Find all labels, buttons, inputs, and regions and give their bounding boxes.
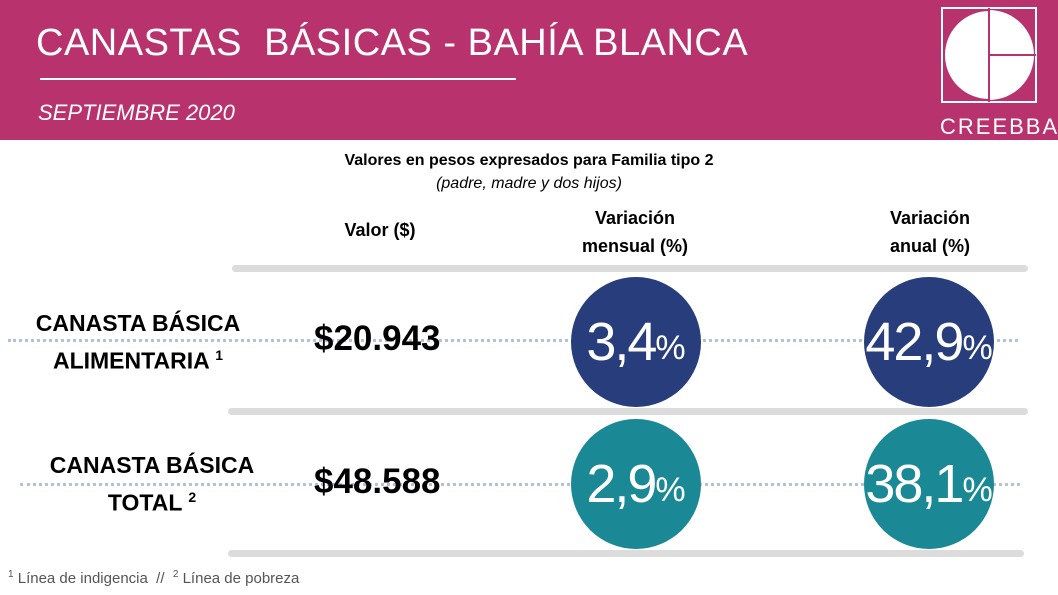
column-header-anual: Variación anual (%) [850,204,1010,260]
column-header-anual-line1: Variación [889,208,971,228]
circle-anual-total: 38,1% [864,419,994,549]
circle-mensual-total: 2,9% [571,419,701,549]
page-subtitle: SEPTIEMBRE 2020 [38,100,235,125]
row-label-total: CANASTA BÁSICA TOTAL 2 [24,449,280,519]
column-header-valor: Valor ($) [300,216,460,244]
row-guide-alimentaria [8,339,1018,342]
percent-sign: % [655,328,686,367]
title-underline [40,78,516,80]
footnote-text-1: Línea de indigencia [13,570,148,587]
footnote-marker-1: 1 [215,347,224,363]
circle-mensual-alimentaria: 3,4% [571,277,701,407]
anual-alimentaria-value: 42,9 [865,312,964,372]
logo-text: CREEBBA [940,114,1058,139]
circle-anual-alimentaria: 42,9% [864,277,994,407]
footnote-marker-2: 2 [188,489,197,505]
row-label-total-line2: TOTAL 2 [24,481,280,519]
mensual-alimentaria-value: 3,4 [586,312,657,372]
creebba-logo-icon [941,7,1037,103]
footnote-text-2: Línea de pobreza [178,570,300,587]
footnote-separator: // [147,570,173,587]
row-label-alimentaria: CANASTA BÁSICA ALIMENTARIA 1 [10,307,266,377]
divider-bottom [228,550,1024,557]
mensual-total-value: 2,9 [586,454,657,514]
percent-sign: % [655,470,686,509]
footnote-sup-2: 2 [172,569,179,580]
creebba-logo: CREEBBA [940,6,1058,140]
footnote: 1 Línea de indigencia // 2 Línea de pobr… [8,569,299,587]
page-title: CANASTAS BÁSICAS - BAHÍA BLANCA [36,22,749,64]
header-banner: CANASTAS BÁSICAS - BAHÍA BLANCA SEPTIEMB… [0,0,1058,140]
divider-middle [228,408,1028,415]
units-note: Valores en pesos expresados para Familia… [344,152,714,169]
column-header-mensual: Variación mensual (%) [555,204,715,260]
anual-total-value: 38,1 [865,454,964,514]
row-label-alimentaria-line2: ALIMENTARIA 1 [10,339,266,377]
percent-sign: % [962,470,993,509]
value-alimentaria: $20.943 [314,319,441,358]
row-guide-total [20,483,1020,486]
percent-sign: % [962,328,993,367]
column-header-valor-label: Valor ($) [344,220,416,240]
footnote-sup-1: 1 [8,569,14,580]
column-header-anual-line2: anual (%) [889,236,970,256]
row-label-total-line1: CANASTA BÁSICA [49,452,255,478]
column-header-mensual-line1: Variación [594,208,676,228]
row-label-alimentaria-line1: CANASTA BÁSICA [35,310,241,336]
family-note: (padre, madre y dos hijos) [436,175,622,192]
divider-top [232,265,1028,272]
row-label-alimentaria-text: ALIMENTARIA [52,347,209,374]
value-total: $48.588 [314,462,441,501]
column-header-mensual-line2: mensual (%) [581,236,689,256]
row-label-total-text: TOTAL [107,489,182,516]
